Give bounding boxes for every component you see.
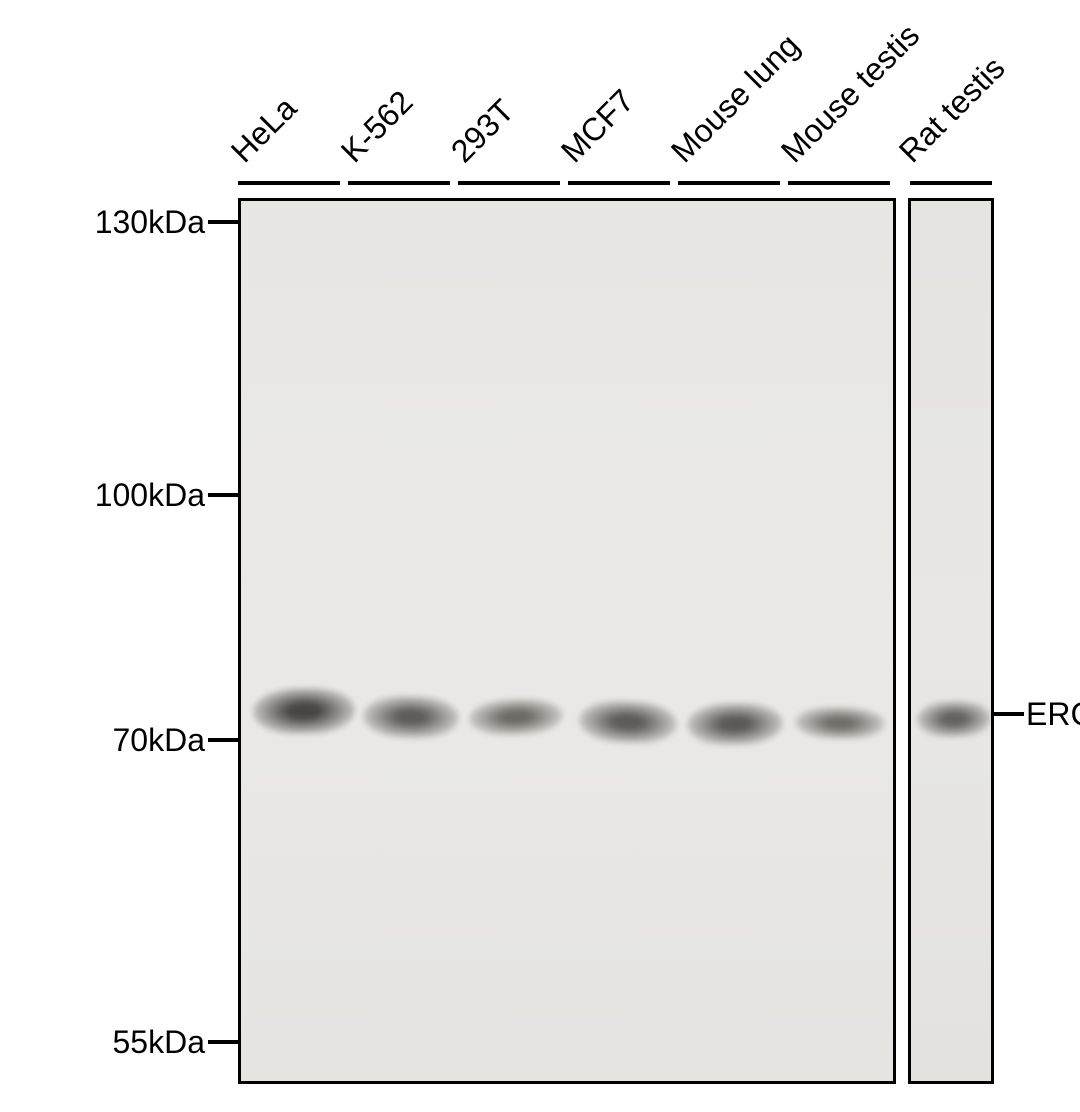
blot-membrane bbox=[238, 198, 896, 1084]
western-blot-figure: HeLaK-562293TMCF7Mouse lungMouse testisR… bbox=[0, 0, 1080, 1112]
membrane-background bbox=[911, 201, 991, 1081]
lane-underline bbox=[568, 181, 670, 185]
lane-underline bbox=[788, 181, 890, 185]
protein-band bbox=[253, 687, 355, 735]
lane-label: K-562 bbox=[334, 83, 421, 170]
marker-label: 55kDa bbox=[113, 1024, 206, 1061]
lane-underline bbox=[348, 181, 450, 185]
membrane-background bbox=[241, 201, 893, 1081]
lane-underline bbox=[910, 181, 992, 185]
protein-band bbox=[795, 706, 885, 740]
protein-band bbox=[917, 700, 991, 737]
lane-label: MCF7 bbox=[554, 82, 642, 170]
lane-label: HeLa bbox=[224, 90, 304, 170]
lane-underline bbox=[238, 181, 340, 185]
protein-tick bbox=[994, 712, 1024, 716]
marker-tick bbox=[208, 738, 238, 742]
lane-label: 293T bbox=[444, 92, 522, 170]
marker-label: 70kDa bbox=[113, 722, 206, 759]
protein-band bbox=[363, 695, 459, 739]
marker-tick bbox=[208, 1040, 238, 1044]
marker-tick bbox=[208, 220, 238, 224]
lane-label: Rat testis bbox=[892, 50, 1012, 170]
protein-label: ERCC2 bbox=[1026, 696, 1080, 733]
lane-underline bbox=[678, 181, 780, 185]
protein-band bbox=[687, 702, 783, 746]
marker-tick bbox=[208, 493, 238, 497]
blot-membrane bbox=[908, 198, 994, 1084]
lane-underline bbox=[458, 181, 560, 185]
marker-label: 100kDa bbox=[95, 477, 205, 514]
marker-label: 130kDa bbox=[95, 204, 205, 241]
